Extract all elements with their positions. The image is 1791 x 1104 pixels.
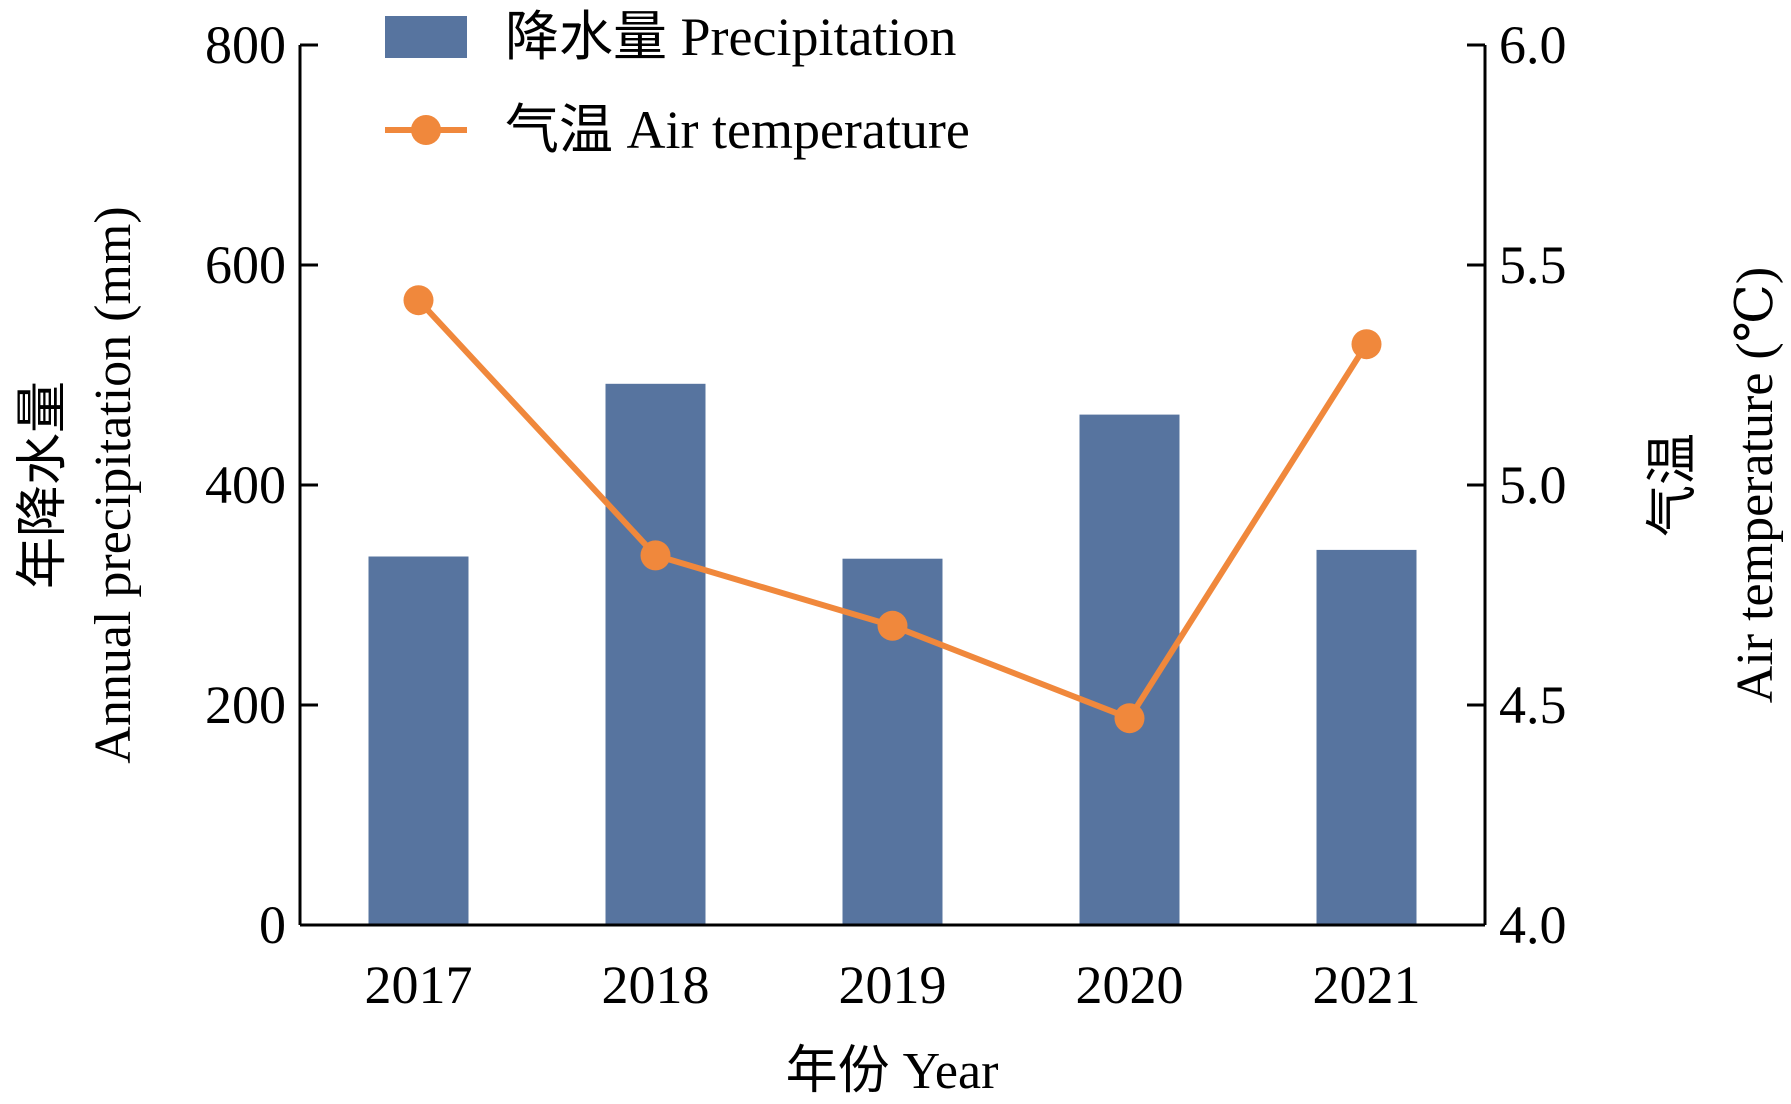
bar-2017 [368, 556, 469, 925]
x-tick-labels: 2017 2018 2019 2020 2021 [365, 955, 1421, 1015]
temperature-point-2018 [640, 540, 671, 571]
bar-2020 [1079, 414, 1180, 925]
left-y-ticks: 0 200 400 600 800 [205, 15, 318, 955]
x-tick-label-2019: 2019 [839, 955, 947, 1015]
legend-temperature-label: 气温 Air temperature [505, 100, 970, 160]
right-tick-label-4.0: 4.0 [1499, 895, 1567, 955]
temperature-point-2020 [1114, 703, 1145, 734]
x-tick-label-2021: 2021 [1313, 955, 1421, 1015]
plot-area [368, 285, 1417, 925]
x-tick-label-2018: 2018 [602, 955, 710, 1015]
x-axis-title: 年份 Year [786, 1043, 999, 1100]
legend-precipitation-swatch [385, 16, 467, 58]
left-tick-label-400: 400 [205, 455, 286, 515]
x-tick-label-2017: 2017 [365, 955, 473, 1015]
legend-precipitation-label: 降水量 Precipitation [505, 7, 956, 67]
left-tick-label-0: 0 [259, 895, 286, 955]
bar-2021 [1316, 549, 1417, 925]
left-tick-label-200: 200 [205, 675, 286, 735]
temperature-point-2021 [1351, 329, 1382, 360]
left-y-axis-title-cn: 年降水量 [15, 381, 72, 589]
right-tick-label-6.0: 6.0 [1499, 15, 1567, 75]
right-y-axis-title-cn: 气温 [1645, 433, 1702, 537]
x-tick-label-2020: 2020 [1076, 955, 1184, 1015]
temperature-point-2017 [403, 285, 434, 316]
right-tick-label-5.0: 5.0 [1499, 455, 1567, 515]
legend: 降水量 Precipitation 气温 Air temperature [385, 7, 970, 160]
left-tick-label-800: 800 [205, 15, 286, 75]
bar-2018 [605, 383, 706, 925]
temperature-point-2019 [877, 610, 908, 641]
right-tick-label-4.5: 4.5 [1499, 675, 1567, 735]
left-tick-label-600: 600 [205, 235, 286, 295]
right-tick-label-5.5: 5.5 [1499, 235, 1567, 295]
legend-temperature-marker [411, 115, 441, 145]
right-y-axis-title-en: Air temperature (℃) [1727, 267, 1784, 703]
left-y-axis-title-en: Annual precipitation (mm) [85, 206, 142, 763]
right-y-ticks: 4.0 4.5 5.0 5.5 6.0 [1467, 15, 1567, 955]
